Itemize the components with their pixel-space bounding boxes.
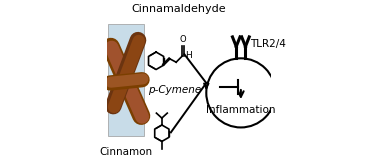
Text: Inflammation: Inflammation — [206, 105, 276, 115]
Text: O: O — [180, 35, 186, 44]
Text: H: H — [185, 51, 192, 60]
Text: p-Cymene: p-Cymene — [149, 85, 201, 95]
FancyBboxPatch shape — [108, 24, 144, 136]
Text: Cinnamaldehyde: Cinnamaldehyde — [131, 4, 226, 14]
Text: Cinnamon: Cinnamon — [99, 147, 152, 157]
Text: TLR2/4: TLR2/4 — [250, 39, 286, 49]
